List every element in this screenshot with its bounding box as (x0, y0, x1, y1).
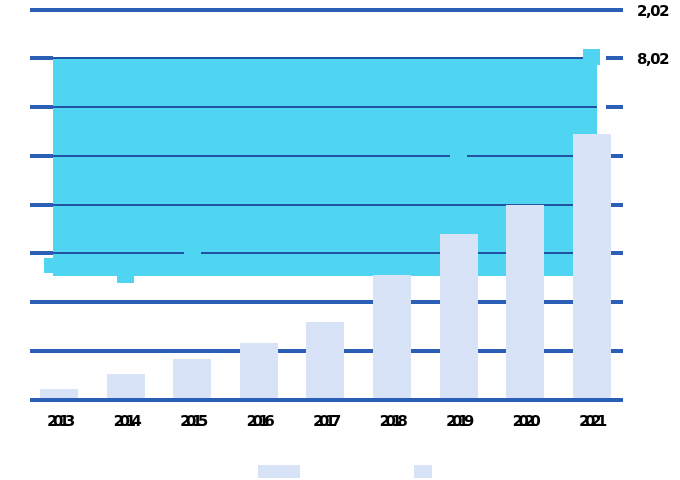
bar (373, 275, 411, 400)
right-axis-label-second: 8,02 (637, 50, 670, 68)
area-series-marker (450, 148, 467, 164)
right-axis-label-top: 2,02 (637, 2, 670, 20)
gridline-thick (30, 7, 623, 12)
bar (106, 374, 145, 400)
bar (306, 321, 345, 400)
gridline-right-tick (606, 105, 623, 109)
gridline-right-tick (606, 56, 623, 61)
bar (439, 234, 478, 400)
gridline-left-tick (30, 153, 53, 158)
area-series-marker (117, 267, 134, 284)
gridline-left-tick (30, 251, 53, 256)
x-axis-label: 2021 (579, 412, 607, 430)
gridline-right-tick (606, 251, 623, 256)
bar (572, 133, 611, 400)
gridline-left-tick (30, 56, 53, 61)
x-axis-label: 2016 (246, 412, 275, 430)
bar (173, 358, 212, 400)
legend-swatch-2 (414, 465, 432, 478)
gridline-thin (53, 106, 597, 108)
x-axis-label: 2020 (512, 412, 541, 430)
x-axis-label: 2018 (379, 412, 408, 430)
gridline-thin (53, 203, 597, 206)
x-axis-label: 2014 (113, 412, 142, 430)
gridline-right-tick (606, 153, 623, 158)
bar (239, 343, 278, 400)
area-series-marker (183, 245, 201, 261)
bar (506, 204, 545, 400)
area-series-marker (44, 257, 61, 274)
x-axis-label: 2013 (47, 412, 75, 430)
bar (40, 388, 78, 400)
x-axis-label: 2017 (313, 412, 341, 430)
legend-swatch-1 (258, 465, 300, 478)
area-series-marker (583, 49, 600, 65)
gridline-thick (30, 300, 623, 304)
gridline-thin (53, 57, 597, 60)
x-axis-label: 2019 (446, 412, 474, 430)
gridline-thin (53, 252, 597, 255)
gridline-thin (53, 154, 597, 157)
gridline-right-tick (606, 202, 623, 207)
gridline-left-tick (30, 105, 53, 109)
x-axis-line (30, 397, 623, 402)
gridline-left-tick (30, 202, 53, 207)
x-axis-label: 2015 (180, 412, 208, 430)
